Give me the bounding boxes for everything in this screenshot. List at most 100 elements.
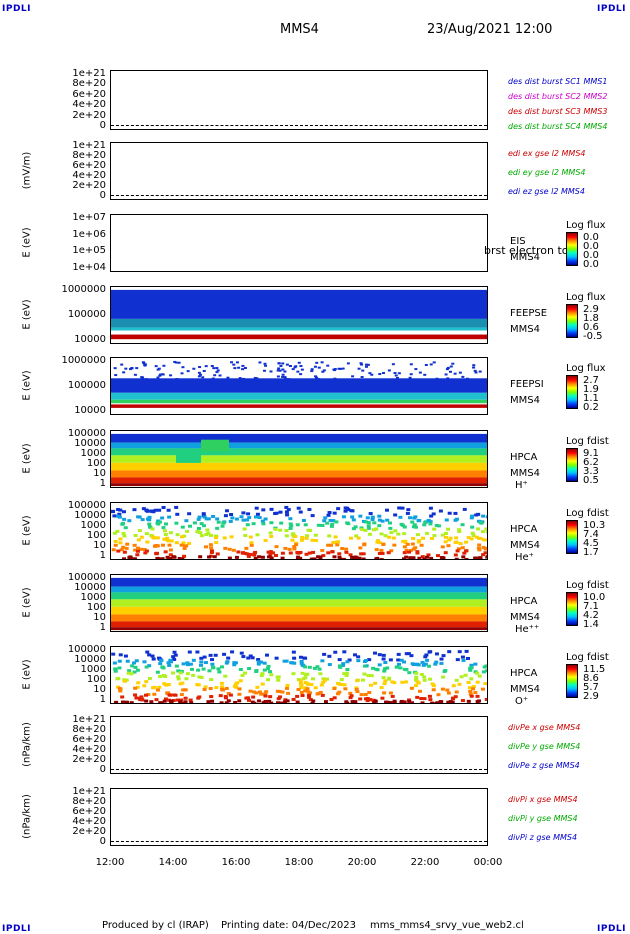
heat-cell: [447, 538, 452, 542]
heat-cell: [177, 556, 182, 559]
heat-cell: [415, 551, 420, 555]
heat-cell: [216, 520, 221, 524]
footer-filename: mms_mms4_srvy_vue_web2.cl: [370, 920, 524, 931]
heat-cell: [122, 534, 127, 538]
heat-cell: [183, 700, 188, 703]
heat-cell: [133, 548, 138, 552]
heat-cell: [165, 538, 170, 542]
heat-cell: [168, 658, 173, 662]
heat-cell: [161, 526, 166, 530]
heat-cell: [121, 700, 126, 703]
heat-cell: [225, 660, 230, 664]
heat-cell: [135, 685, 140, 689]
heat-cell: [189, 667, 194, 671]
colorbar-tick-label: 0.5: [583, 475, 599, 486]
heat-cell: [227, 556, 232, 559]
heat-cell: [441, 654, 446, 658]
heat-cell: [402, 532, 407, 536]
heat-cell: [273, 553, 278, 557]
colorbar-tick-label: 1.4: [583, 619, 599, 630]
plot-panel-p2: [110, 142, 488, 200]
heat-cell: [239, 515, 244, 519]
heat-cell: [144, 549, 149, 553]
heat-cell: [344, 547, 349, 551]
heat-cell: [348, 696, 353, 700]
y-axis-label: E (eV): [21, 370, 33, 401]
heat-cell: [285, 686, 290, 690]
heat-cell: [256, 699, 261, 703]
y-tick-label: 1000000: [61, 284, 106, 295]
heat-cell: [447, 511, 452, 515]
heat-cell: [400, 506, 405, 510]
heat-cell: [265, 678, 270, 682]
heat-cell: [283, 546, 288, 550]
colorbar-tick-label: 8.6: [583, 673, 599, 684]
heat-cell: [473, 691, 478, 695]
heat-cell: [124, 367, 128, 370]
y-axis-label: E (eV): [21, 443, 33, 474]
heat-cell: [213, 374, 217, 377]
heat-cell: [349, 694, 354, 698]
heat-cell: [315, 665, 320, 669]
heat-cell: [320, 361, 324, 364]
heat-cell: [246, 512, 251, 516]
heat-cell: [380, 551, 385, 555]
heat-cell: [144, 680, 149, 684]
heat-cell: [401, 660, 406, 664]
heat-cell: [116, 549, 121, 553]
heat-cell: [284, 510, 289, 514]
heat-cell: [464, 558, 469, 559]
heat-cell: [284, 529, 289, 533]
heat-cell: [465, 656, 470, 660]
heat-cell: [325, 521, 330, 525]
heat-cell: [157, 367, 161, 370]
heat-cell: [239, 651, 244, 655]
heat-cell: [199, 660, 204, 664]
heat-cell: [208, 687, 213, 691]
heat-cell: [240, 551, 245, 555]
heat-cell: [333, 540, 338, 544]
heat-cell: [207, 669, 212, 673]
heat-cell: [472, 366, 476, 369]
x-tick-label: 16:00: [221, 857, 251, 868]
heat-cell: [155, 688, 160, 692]
heat-cell: [206, 517, 211, 521]
heat-cell: [321, 554, 326, 558]
heat-cell: [201, 667, 206, 671]
colorbar-tick-label: 3.3: [583, 466, 599, 477]
heat-cell: [159, 373, 163, 376]
heat-cell: [464, 649, 469, 653]
heat-cell: [163, 697, 168, 701]
heat-cell: [220, 685, 225, 689]
heat-cell: [220, 524, 225, 528]
instrument-label: MMS4: [510, 252, 540, 263]
heat-cell: [406, 508, 411, 512]
colorbar-tick-label: 0.6: [583, 322, 599, 333]
heat-cell: [362, 543, 367, 547]
heat-band: [111, 599, 487, 607]
heat-cell: [287, 547, 292, 551]
heat-cell: [481, 553, 486, 557]
heat-cell: [414, 368, 418, 371]
plot-panel-p11: [110, 788, 488, 846]
heat-cell: [403, 540, 408, 544]
y-tick-label: 100: [86, 674, 106, 685]
heat-cell: [298, 679, 303, 683]
heat-cell: [467, 686, 472, 690]
heat-cell: [169, 660, 174, 664]
heat-cell: [263, 538, 268, 542]
heat-cell: [364, 659, 369, 663]
heat-cell: [417, 539, 422, 543]
heat-cell: [204, 545, 209, 549]
heat-cell: [316, 555, 321, 559]
heat-cell: [180, 557, 185, 559]
heat-cell: [254, 670, 259, 674]
heat-cell: [458, 542, 463, 546]
y-tick-label: 1000000: [61, 355, 106, 366]
heat-cell: [296, 555, 301, 559]
footer-printing-date: Printing date: 04/Dec/2023: [221, 920, 357, 931]
y-tick-label: 6e+20: [72, 806, 106, 817]
heat-cell: [237, 699, 242, 703]
y-tick-label: 6e+20: [72, 734, 106, 745]
heat-cell: [316, 523, 321, 527]
